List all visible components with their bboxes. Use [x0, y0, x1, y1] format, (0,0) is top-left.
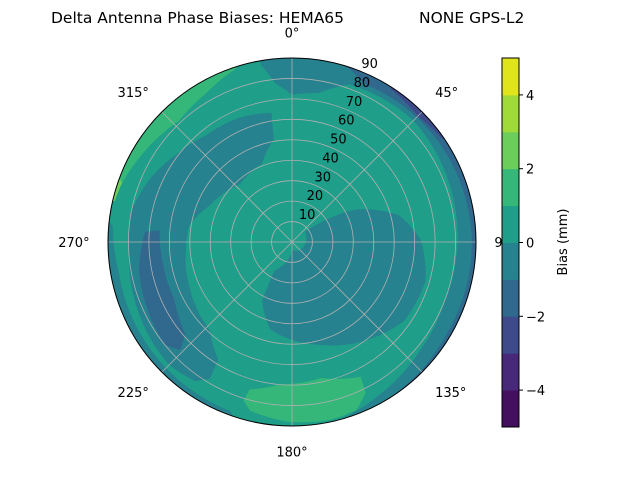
radial-tick-label: 90 [361, 57, 378, 72]
angular-gridline [161, 111, 293, 243]
radial-tick-label: 80 [354, 76, 371, 91]
colorbar-label: Bias (mm) [556, 209, 571, 276]
angular-tick-label: 315° [118, 86, 149, 101]
radial-tick-label: 70 [346, 95, 363, 110]
colorbar-tick-label: −4 [526, 384, 545, 399]
angular-gridline [161, 241, 293, 373]
colorbar-band [502, 316, 519, 354]
colorbar-band [502, 390, 519, 428]
colorbar-band [502, 94, 519, 133]
colorbar-band [502, 242, 519, 280]
chart-title-right: NONE GPS-L2 [419, 9, 524, 27]
radial-tick-label: 30 [314, 170, 331, 185]
chart-title-left: Delta Antenna Phase Biases: HEMA65 [51, 9, 344, 27]
colorbar-tick-label: 2 [526, 163, 534, 178]
polar-plot-area [107, 57, 477, 427]
angular-gridline [291, 241, 423, 373]
colorbar-band [502, 205, 519, 243]
colorbar: 4 2 0 −2 −4 [501, 57, 545, 428]
radial-tick-label: 50 [330, 133, 347, 148]
angular-tick-label: 0° [285, 27, 300, 42]
radial-tick-label: 20 [307, 189, 324, 204]
colorbar-band [502, 58, 519, 96]
radial-tick-label: 60 [338, 114, 355, 129]
colorbar-band [502, 279, 519, 317]
colorbar-tick-label: 4 [526, 89, 534, 104]
colorbar-band [502, 131, 519, 170]
angular-tick-label: 135° [435, 386, 466, 401]
radial-tick-labels: 10 20 30 40 50 60 70 80 90 [299, 57, 378, 223]
contour-region [108, 58, 242, 199]
colorbar-band [502, 353, 519, 391]
angular-tick-label: 225° [118, 386, 149, 401]
contour-region [262, 209, 426, 346]
colorbar-tick-label: −2 [526, 310, 545, 325]
angular-tick-label: 45° [435, 86, 458, 101]
polar-frame [107, 57, 477, 427]
angular-tick-labels: 0°45°90°135°180°225°270°315° [58, 27, 517, 461]
angular-tick-label: 180° [276, 445, 307, 460]
contour-region [139, 230, 186, 350]
colorbar-tick-label: 0 [526, 237, 534, 252]
contour-region [243, 376, 366, 423]
radial-tick-label: 40 [322, 151, 339, 166]
angular-tick-label: 270° [58, 236, 89, 251]
angular-gridline [291, 111, 423, 243]
colorbar-band [502, 168, 519, 207]
contour-region [258, 58, 476, 426]
radial-tick-label: 10 [299, 208, 316, 223]
